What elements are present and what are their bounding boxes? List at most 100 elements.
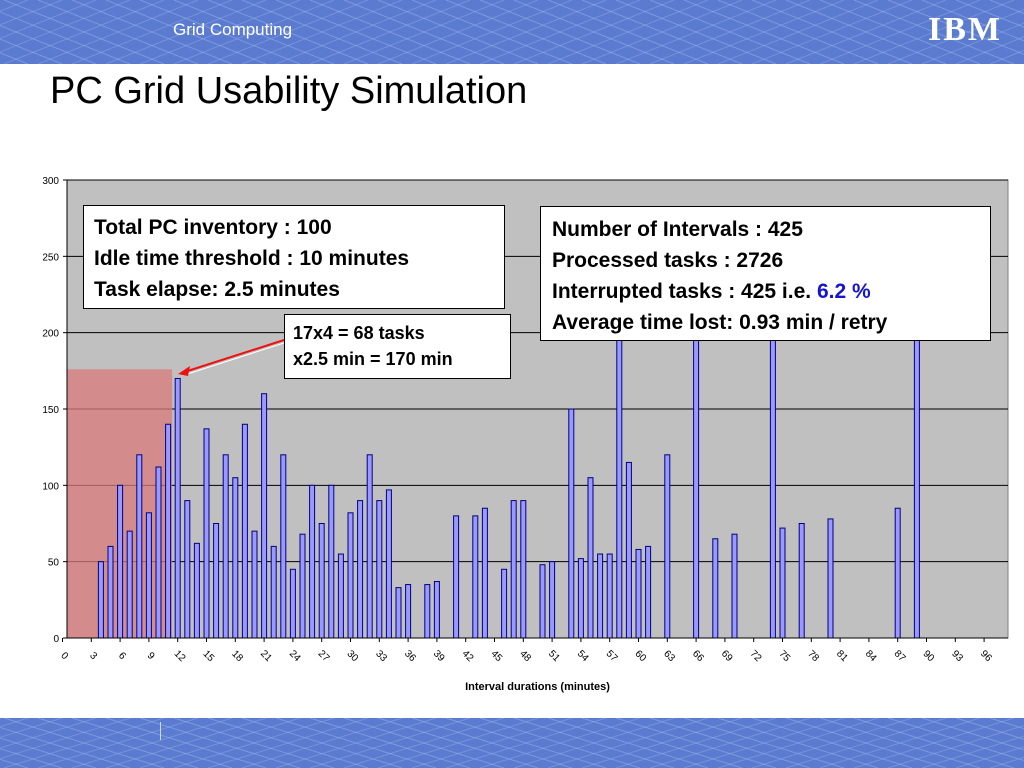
decor-line: [615, 0, 777, 64]
bar: [337, 553, 344, 639]
decor-line: [105, 0, 267, 64]
decor-line: [445, 0, 607, 64]
x-tick-label: 42: [460, 648, 476, 664]
decor-line: [615, 718, 777, 768]
decor-line: [207, 718, 369, 768]
x-tick-label: 0: [58, 650, 70, 662]
bar: [664, 454, 671, 639]
decor-line: [275, 718, 437, 768]
decor-line: [0, 758, 29, 768]
x-tick-label: 57: [604, 648, 620, 664]
bar: [357, 500, 364, 639]
bar: [395, 587, 402, 639]
decor-line: [887, 724, 1024, 768]
x-tick-label: 93: [949, 648, 965, 664]
decor-line: [445, 0, 607, 64]
bar: [405, 584, 412, 639]
decor-line: [683, 718, 845, 768]
bar: [693, 339, 700, 639]
bar: [769, 339, 776, 639]
header-title: Grid Computing: [173, 20, 293, 39]
decor-line: [71, 0, 233, 64]
bar: [117, 484, 124, 639]
decor-line: [955, 0, 1024, 28]
decor-line: [275, 0, 437, 64]
bar: [731, 533, 738, 639]
decor-line: [411, 0, 573, 64]
decor-line: [241, 718, 403, 768]
decor-line: [3, 718, 165, 768]
decor-line: [377, 718, 539, 768]
decor-line: [717, 718, 879, 768]
decor-line: [105, 0, 267, 64]
decor-line: [785, 718, 947, 768]
decor-line: [819, 0, 981, 64]
decor-line: [139, 718, 301, 768]
callout-arrowhead: [178, 366, 190, 376]
x-tick-label: 90: [920, 648, 936, 664]
bar: [145, 512, 152, 639]
decor-line: [547, 718, 709, 768]
decor-line: [411, 0, 573, 64]
x-tick-label: 48: [517, 648, 533, 664]
tasks-calc-note: 17x4 = 68 tasks x2.5 min = 170 min: [284, 314, 511, 379]
bar: [289, 568, 296, 639]
bar: [347, 512, 354, 639]
decor-line: [0, 25, 97, 64]
decor-line: [0, 748, 63, 768]
decor-line: [445, 718, 607, 768]
decor-line: [241, 0, 403, 64]
bar: [126, 530, 133, 639]
decor-line: [751, 718, 913, 768]
decor-line: [411, 718, 573, 768]
decor-line: [683, 0, 845, 64]
bar: [328, 484, 335, 639]
decor-line: [343, 0, 505, 64]
decor-line: [343, 718, 505, 768]
bar: [616, 339, 623, 639]
decor-line: [309, 0, 471, 64]
decor-line: [377, 0, 539, 64]
decor-line: [989, 756, 1024, 768]
bar: [270, 545, 277, 639]
bar: [635, 548, 642, 639]
decor-line: [71, 0, 233, 64]
x-tick-label: 78: [805, 648, 821, 664]
bar: [222, 454, 229, 639]
bar: [424, 584, 431, 639]
decor-line: [785, 0, 947, 64]
decor-line: [989, 0, 1024, 15]
footer-bar: [0, 718, 1024, 768]
decor-line: [0, 0, 97, 39]
bar: [539, 564, 546, 639]
decor-line: [139, 0, 301, 64]
note-tasks-line: 17x4 = 68 tasks: [293, 323, 425, 343]
bar: [261, 393, 268, 639]
bar: [299, 533, 306, 639]
note-processed-line: Processed tasks : 2726: [552, 249, 784, 272]
bar: [433, 581, 440, 639]
x-tick-label: 3: [87, 650, 99, 662]
decor-line: [513, 0, 675, 64]
decor-line: [3, 0, 165, 64]
decor-line: [0, 38, 63, 64]
decor-line: [0, 11, 131, 64]
decor-line: [921, 718, 1024, 751]
bar: [107, 545, 114, 639]
decor-line: [37, 718, 199, 768]
decor-line: [683, 0, 845, 64]
x-tick-label: 30: [344, 648, 360, 664]
ibm-logo: IBM: [928, 11, 1002, 48]
callout-arrow: [185, 339, 285, 373]
y-tick-label: 300: [42, 176, 59, 187]
decor-line: [887, 9, 1024, 64]
bar: [606, 553, 613, 639]
decor-line: [921, 22, 1024, 64]
slide-title: PC Grid Usability Simulation: [50, 70, 528, 112]
decor-line: [649, 718, 811, 768]
note-inventory-line: Total PC inventory : 100: [94, 216, 332, 239]
decor-line: [921, 0, 1024, 42]
decor-line: [139, 718, 301, 768]
bar: [136, 454, 143, 639]
x-tick-label: 27: [316, 648, 332, 664]
